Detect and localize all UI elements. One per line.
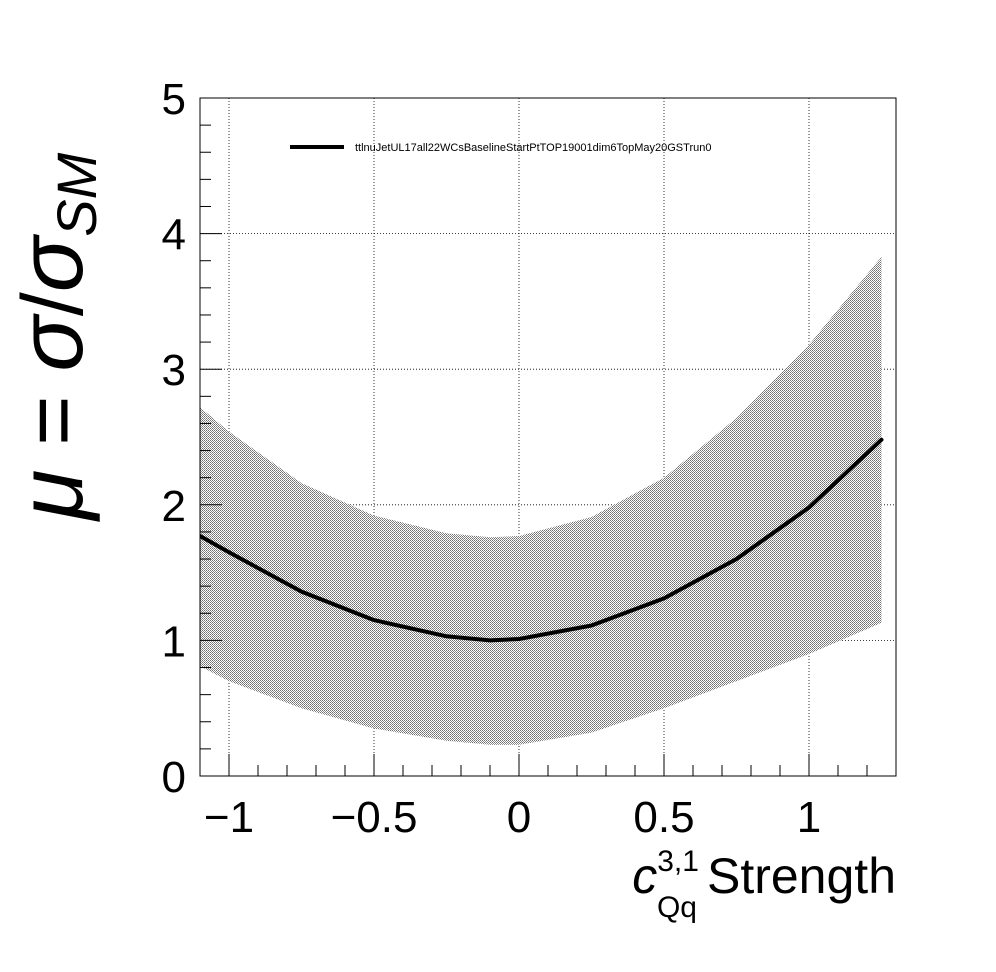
y-tick-label: 0 (162, 753, 186, 802)
y-axis-label-subscript: SM (45, 152, 108, 236)
x-axis-label-superscript: 3,1 (657, 845, 699, 878)
y-axis-label-sigma: σ (0, 313, 102, 372)
y-tick-label: 4 (162, 211, 186, 260)
band-layer (200, 256, 882, 745)
x-tick-label: 1 (797, 793, 821, 842)
legend: ttlnuJetUL17all22WCsBaselineStartPtTOP19… (290, 142, 711, 154)
x-axis-label-symbol: c (632, 848, 657, 904)
y-axis-label: μ = σ/σSM (0, 152, 108, 522)
x-tick-label: −0.5 (331, 793, 418, 842)
x-axis-label-subscript: Qq (657, 891, 697, 924)
x-tick-label: 0.5 (633, 793, 694, 842)
series-line (200, 437, 884, 643)
svg-text:μ = σ/σSM: μ = σ/σSM (0, 152, 108, 522)
x-axis-label-text: Strength (707, 848, 896, 904)
x-axis-label: c3,1 Qq Strength (632, 845, 896, 924)
x-tick-label: −1 (204, 793, 254, 842)
y-axis-label-eq: = (5, 372, 101, 470)
y-axis-label-sigma-sm: σ (0, 233, 102, 292)
y-axis-label-mu: μ (0, 470, 102, 522)
y-tick-label: 5 (162, 75, 186, 124)
legend-entry: ttlnuJetUL17all22WCsBaselineStartPtTOP19… (355, 142, 711, 154)
y-axis-label-slash: / (5, 292, 101, 316)
y-tick-label: 2 (162, 482, 186, 531)
line-layer (200, 437, 884, 643)
x-tick-label: 0 (507, 793, 531, 842)
plot-frame (199, 97, 897, 777)
y-tick-label: 1 (162, 617, 186, 666)
y-tick-label: 3 (162, 346, 186, 395)
tick-labels: −1 −0.5 0 0.5 1 0 1 2 3 4 5 (162, 75, 822, 842)
uncertainty-band (200, 256, 882, 745)
